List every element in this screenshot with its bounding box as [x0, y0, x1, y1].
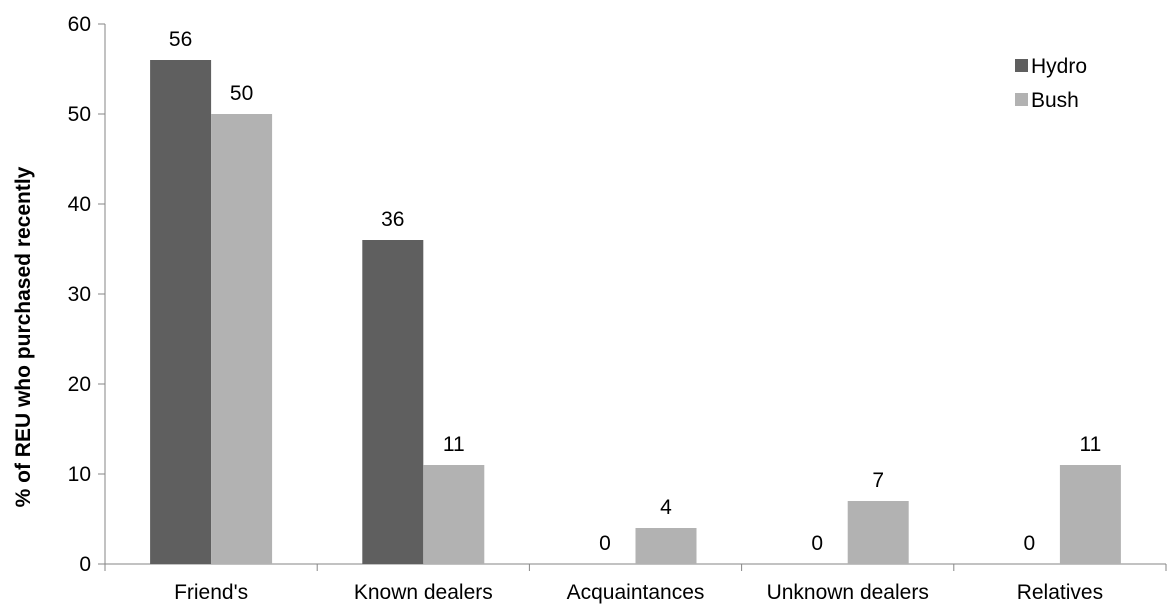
- legend-label-hydro: Hydro: [1031, 55, 1087, 78]
- x-axis: Friend's Known dealers Acquaintances Unknow…: [104, 563, 1167, 604]
- y-tick-label: 20: [68, 373, 91, 396]
- data-label-bush: 11: [1079, 433, 1101, 456]
- data-label-hydro: 0: [1024, 532, 1036, 555]
- data-label-hydro: 0: [811, 532, 823, 555]
- data-label-bush: 11: [443, 433, 465, 456]
- data-labels: 56 36 0 0 0 50 11 4 7 11: [169, 28, 1101, 555]
- x-tick-label: Acquaintances: [567, 581, 705, 604]
- data-label-hydro: 36: [381, 208, 404, 231]
- bars: [150, 60, 1121, 564]
- bar-bush: [847, 501, 909, 564]
- data-label-bush: 4: [660, 496, 672, 519]
- y-tick-label: 0: [79, 553, 91, 576]
- y-axis-title: % of REU who purchased recently: [12, 166, 35, 507]
- bar-hydro: [150, 60, 212, 564]
- legend: Hydro Bush: [1015, 55, 1087, 112]
- x-tick-label: Unknown dealers: [767, 581, 929, 604]
- bar-bush: [423, 465, 485, 564]
- x-tick-label: Relatives: [1017, 581, 1103, 604]
- y-tick-label: 40: [68, 193, 91, 216]
- y-tick-label: 60: [68, 13, 91, 36]
- data-label-hydro: 56: [169, 28, 192, 51]
- y-axis: 0 10 20 30 40 50 60: [68, 13, 106, 576]
- data-label-hydro: 0: [599, 532, 611, 555]
- x-tick-label: Known dealers: [354, 581, 493, 604]
- y-tick-label: 30: [68, 283, 91, 306]
- bar-bush: [1059, 465, 1121, 564]
- data-label-bush: 7: [872, 469, 884, 492]
- legend-swatch-bush: [1015, 93, 1028, 106]
- data-label-bush: 50: [230, 82, 253, 105]
- legend-label-bush: Bush: [1031, 89, 1079, 112]
- bar-bush: [635, 528, 697, 564]
- bar-bush: [211, 114, 273, 564]
- y-tick-label: 50: [68, 103, 91, 126]
- bar-hydro: [362, 240, 424, 564]
- legend-swatch-hydro: [1015, 59, 1028, 72]
- y-tick-label: 10: [68, 463, 91, 486]
- x-tick-label: Friend's: [174, 581, 248, 604]
